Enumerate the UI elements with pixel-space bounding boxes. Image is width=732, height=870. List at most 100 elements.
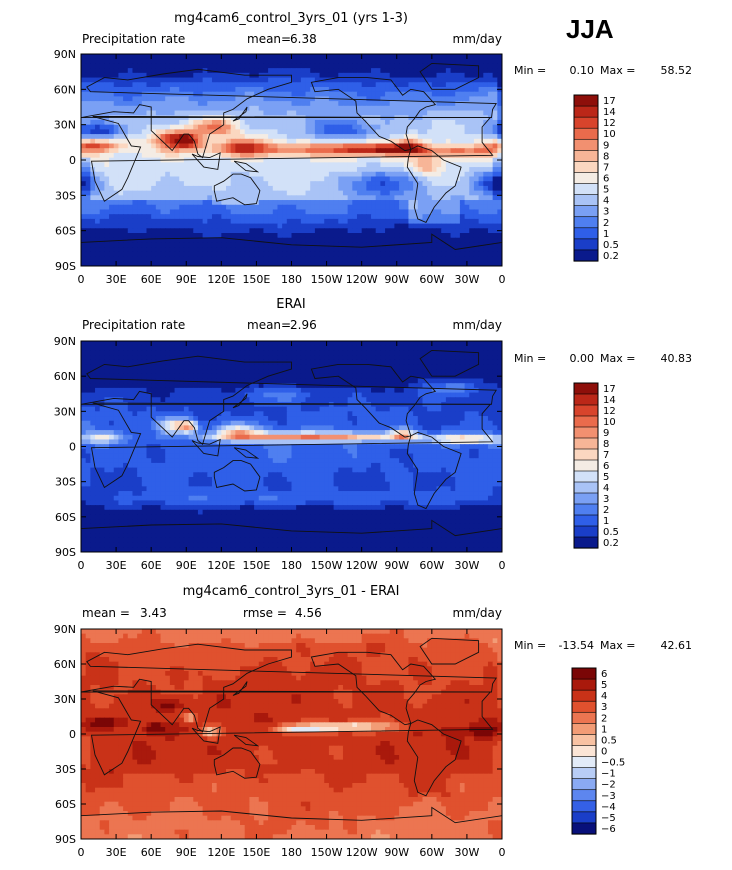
heatmap-cell (324, 120, 329, 125)
heatmap-cell (142, 63, 147, 68)
heatmap-cell (352, 167, 357, 172)
heatmap-cell (427, 68, 432, 73)
heatmap-cell (362, 195, 367, 200)
heatmap-cell (343, 106, 348, 111)
heatmap-cell (156, 214, 161, 219)
y-tick-label: 60S (55, 225, 76, 238)
heatmap-cell (100, 172, 105, 177)
heatmap-cell (249, 129, 254, 134)
heatmap-cell (287, 247, 292, 252)
heatmap-cell (268, 54, 273, 59)
heatmap-cell (249, 341, 254, 346)
heatmap-cell (362, 191, 367, 196)
heatmap-cell (207, 209, 212, 214)
heatmap-cell (245, 355, 250, 360)
heatmap-cell (362, 101, 367, 106)
heatmap-cell (310, 120, 315, 125)
heatmap-cell (338, 247, 343, 252)
heatmap-cell (151, 68, 156, 73)
heatmap-cell (465, 252, 470, 257)
heatmap-cell (371, 341, 376, 346)
heatmap-cell (95, 162, 100, 167)
heatmap-cell (451, 238, 456, 243)
heatmap-cell (366, 54, 371, 59)
heatmap-cell (287, 111, 292, 116)
heatmap-cell (465, 139, 470, 144)
heatmap-cell (235, 346, 240, 351)
heatmap-cell (352, 63, 357, 68)
heatmap-cell (109, 181, 114, 186)
heatmap-cell (249, 355, 254, 360)
heatmap-cell (408, 186, 413, 191)
heatmap-cell (418, 101, 423, 106)
heatmap-cell (315, 82, 320, 87)
heatmap-cell (413, 106, 418, 111)
heatmap-cell (161, 200, 166, 205)
heatmap-cell (231, 205, 236, 210)
heatmap-cell (268, 59, 273, 64)
heatmap-cell (81, 153, 86, 158)
heatmap-cell (86, 233, 91, 238)
heatmap-cell (198, 148, 203, 153)
heatmap-cell (310, 92, 315, 97)
heatmap-cell (235, 59, 240, 64)
heatmap-cell (254, 209, 259, 214)
heatmap-cell (315, 144, 320, 149)
heatmap-cell (175, 125, 180, 130)
heatmap-cell (268, 195, 273, 200)
heatmap-cell (366, 191, 371, 196)
heatmap-cell (179, 364, 184, 369)
heatmap-cell (268, 167, 273, 172)
heatmap-cell (465, 87, 470, 92)
heatmap-cell (161, 224, 166, 229)
heatmap-cell (240, 205, 245, 210)
heatmap-cell (338, 233, 343, 238)
heatmap-cell (390, 379, 395, 384)
heatmap-cell (488, 120, 493, 125)
heatmap-cell (151, 78, 156, 83)
heatmap-cell (474, 167, 479, 172)
heatmap-cell (189, 219, 194, 224)
heatmap-cell (259, 214, 264, 219)
heatmap-cell (371, 247, 376, 252)
heatmap-cell (483, 111, 488, 116)
heatmap-cell (348, 200, 353, 205)
heatmap-cell (249, 214, 254, 219)
heatmap-cell (488, 364, 493, 369)
heatmap-cell (338, 120, 343, 125)
heatmap-cell (193, 242, 198, 247)
heatmap-cell (474, 369, 479, 374)
heatmap-cell (170, 214, 175, 219)
heatmap-cell (376, 101, 381, 106)
heatmap-cell (165, 101, 170, 106)
heatmap-cell (432, 111, 437, 116)
heatmap-cell (334, 252, 339, 257)
heatmap-cell (310, 111, 315, 116)
heatmap-cell (263, 153, 268, 158)
heatmap-cell (268, 346, 273, 351)
heatmap-cell (380, 224, 385, 229)
heatmap-cell (362, 247, 367, 252)
heatmap-cell (366, 238, 371, 243)
heatmap-cell (306, 129, 311, 134)
heatmap-cell (259, 172, 264, 177)
heatmap-cell (161, 92, 166, 97)
heatmap-cell (114, 195, 119, 200)
heatmap-cell (376, 214, 381, 219)
heatmap-cell (404, 355, 409, 360)
heatmap-cell (277, 252, 282, 257)
heatmap-cell (427, 360, 432, 365)
heatmap-cell (399, 191, 404, 196)
heatmap-cell (189, 233, 194, 238)
heatmap-cell (352, 209, 357, 214)
heatmap-cell (315, 125, 320, 130)
heatmap-cell (95, 68, 100, 73)
heatmap-cell (193, 101, 198, 106)
heatmap-cell (221, 205, 226, 210)
heatmap-cell (413, 350, 418, 355)
heatmap-cell (254, 172, 259, 177)
heatmap-cell (301, 379, 306, 384)
heatmap-cell (123, 186, 128, 191)
heatmap-cell (263, 247, 268, 252)
heatmap-cell (348, 205, 353, 210)
